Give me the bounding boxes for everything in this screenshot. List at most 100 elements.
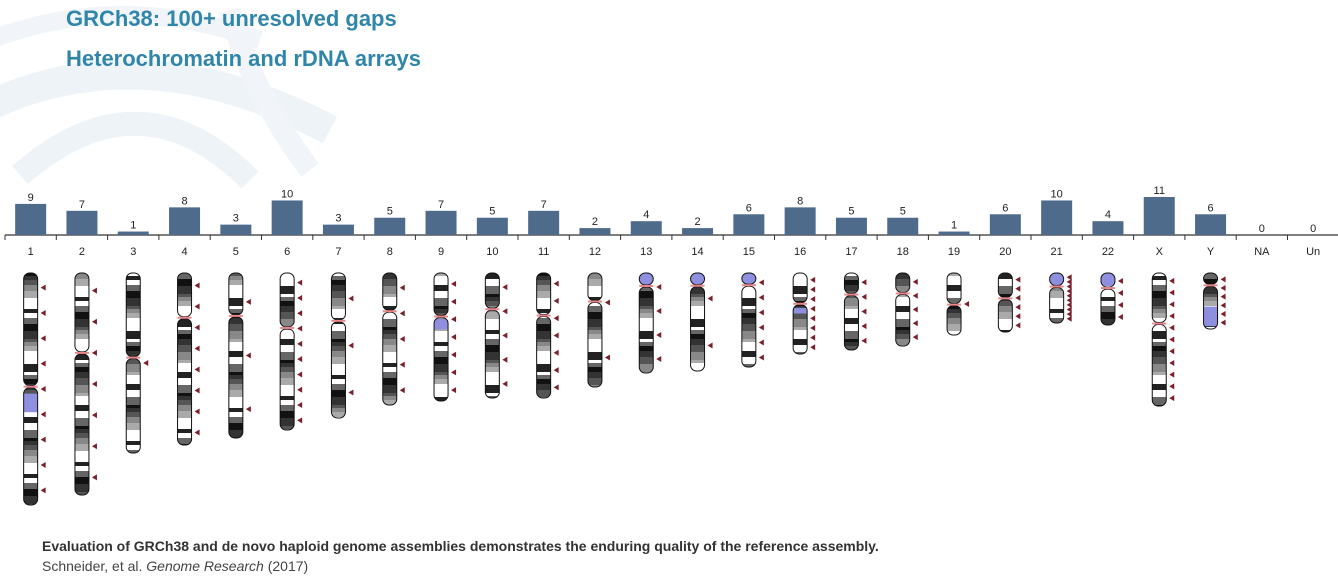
chromosome-band [1203,294,1218,297]
gap-marker [1015,313,1021,320]
chromosome-band [23,450,38,456]
chromosome-band [331,276,346,280]
chromosome-band [382,339,397,345]
gap-marker [553,297,559,304]
chromosome-band [382,352,397,360]
chromosome-band [228,318,243,324]
chromosome-band [126,364,141,372]
chromosome-band [536,291,551,298]
chromosome-band [485,294,500,297]
gap-marker [297,402,303,409]
chromosome-band [126,412,141,417]
bar-13 [630,221,662,235]
gap-marker [40,360,46,367]
bar-value-label: 4 [1105,209,1111,221]
chromosome-band [23,346,38,351]
chromosome-band [639,364,654,372]
chromosome-band [280,345,295,352]
gap-marker [912,292,918,299]
gap-marker [194,429,200,436]
chromosome-band [485,279,500,286]
gap-marker [1220,311,1226,317]
chromosome-band [23,478,38,483]
chromosome-band [690,312,705,319]
chromosome-ideogram [639,273,654,373]
chromosome-band [280,385,295,393]
chromosome-band [177,327,192,330]
chromosome-band [177,339,192,345]
gap-marker [143,360,149,366]
chromosome-band [741,331,756,339]
chromosome-band [23,489,38,496]
chromosome-band [485,352,500,360]
heterochromatin-region [690,273,705,285]
bar-20 [989,214,1021,235]
gap-marker [1117,302,1123,308]
heterochromatin-region [793,307,808,314]
chromosome-band [74,400,89,405]
chromosome-band [126,438,141,441]
chromosome-band [895,312,910,319]
bar-4 [169,207,201,235]
gap-marker [1066,283,1072,290]
chromosome-band [126,291,141,298]
chromosome-band [280,411,295,418]
chromosome-band [177,306,192,312]
chromosome-band [485,339,500,345]
chromosome-band [280,352,295,360]
gap-marker [1066,297,1072,304]
gap-marker [40,462,46,468]
chromosome-band [23,379,38,384]
chromosome-band [947,280,962,285]
chromosome-band [74,319,89,327]
chromosome-band [126,280,141,285]
chromosome-band [331,309,346,313]
chromosome-band [280,294,295,297]
chromosome-band [23,309,38,313]
gap-marker [399,336,405,342]
bar-12 [579,228,611,235]
chromosome-band [1049,318,1064,323]
chromosome-band [1152,291,1167,298]
background-swoosh-graphic [0,6,337,189]
gap-marker [1117,290,1123,296]
chromosome-ideogram [1049,273,1064,323]
chromosome-band [690,352,705,360]
chromosome-band [331,364,346,372]
chromosome-band [741,291,756,298]
chromosome-band [485,297,500,301]
gap-marker [861,337,867,344]
chromosome-band [741,339,756,342]
chromosome-band [280,306,295,312]
chromosome-band [23,471,38,474]
chromosome-band [177,286,192,294]
chromosome-band [639,351,654,357]
chromosome-band [23,339,38,342]
chromosome-band [947,309,962,313]
chromosome-band [382,294,397,297]
chromosome-band [382,400,397,405]
chromosome-ideogram [587,273,602,387]
chromosome-ideogram [741,273,756,367]
chromosome-band [639,306,654,309]
chromosome-band [947,291,962,298]
gap-marker [1066,274,1072,281]
chromosome-band [126,339,141,342]
chromosome-band [177,297,192,301]
chromosome-band [74,363,89,367]
chromosome-band [434,342,449,346]
gap-marker [604,299,610,306]
chromosome-band [690,345,705,352]
bar-value-label: 5 [900,206,906,218]
chromosome-band [126,351,141,357]
chromosome-band [74,492,89,495]
category-label: 3 [130,246,136,258]
gap-marker [1169,277,1175,284]
chromosome-band [587,378,602,385]
gap-marker [1066,292,1072,299]
chromosome-band [639,285,654,291]
chromosome-band [74,444,89,451]
chromosome-band [126,309,141,313]
chromosome-band [382,372,397,378]
chromosome-band [998,306,1013,312]
